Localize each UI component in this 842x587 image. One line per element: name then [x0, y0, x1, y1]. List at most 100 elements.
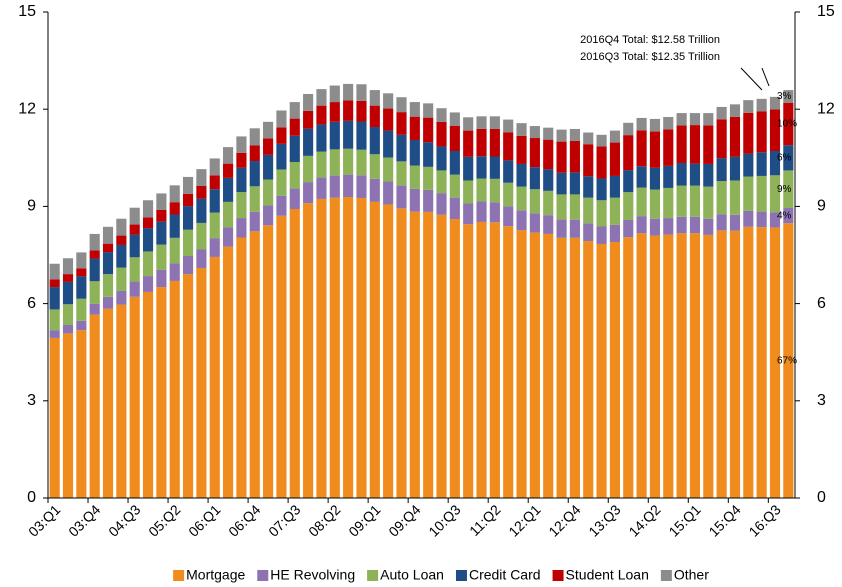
bar-segment	[76, 298, 87, 321]
share-label: 6%	[777, 152, 792, 163]
bar-segment	[543, 169, 554, 191]
bar-segment	[89, 233, 100, 251]
bar-segment	[209, 175, 220, 190]
bar-segment	[209, 212, 220, 239]
bar-segment	[49, 287, 60, 310]
bar-segment	[209, 189, 220, 213]
bar-segment	[436, 214, 447, 498]
y2-tick-label: 3	[817, 392, 826, 409]
bar-segment	[249, 145, 260, 162]
bar-segment	[716, 214, 727, 231]
bar-segment	[769, 150, 781, 176]
bar-segment	[609, 242, 620, 498]
bar-segment	[182, 193, 194, 207]
bar-segment	[236, 218, 247, 238]
bar-segment	[596, 134, 607, 147]
bar-segment	[356, 121, 367, 150]
bar-segment	[369, 105, 380, 128]
bar-segment	[289, 102, 300, 119]
bar-segment	[463, 224, 474, 498]
bar-segment	[729, 156, 741, 181]
bar-segment	[783, 223, 794, 499]
x-tick-label: 04:Q3	[105, 501, 143, 539]
bar-segment	[276, 169, 287, 196]
bar-segment	[196, 222, 207, 250]
bar-segment	[503, 119, 514, 133]
bar-segment	[276, 215, 287, 498]
bar-segment	[716, 230, 727, 498]
bar-segment	[529, 138, 540, 168]
bar-segment	[182, 274, 194, 498]
bar-segment	[102, 243, 114, 253]
bar-segment	[636, 130, 647, 167]
bar-segment	[356, 84, 367, 101]
bar-segment	[142, 291, 154, 498]
bar-segment	[676, 216, 687, 234]
bar-segment	[756, 227, 767, 499]
bar-segment	[489, 222, 500, 498]
bar-segment	[383, 93, 394, 109]
bar-segment	[609, 197, 620, 225]
bar-segment	[89, 250, 100, 259]
bar-segment	[449, 197, 460, 220]
x-tick-label: 13:Q3	[585, 501, 623, 539]
bar-segment	[503, 160, 514, 183]
bar-segment	[743, 226, 754, 498]
legend-label: Mortgage	[186, 567, 245, 583]
bar-segment	[476, 116, 487, 129]
bar-segment	[409, 188, 420, 212]
bar-segment	[289, 162, 300, 189]
bar-segment	[716, 181, 727, 215]
bar-segment	[62, 258, 74, 275]
bar-segment	[129, 207, 140, 225]
bar-segment	[396, 97, 407, 113]
bar-segment	[436, 193, 447, 215]
bar-segment	[543, 139, 554, 170]
bar-segment	[116, 244, 127, 268]
bar-segment	[569, 172, 580, 195]
legend-label: Student Loan	[566, 567, 649, 583]
bar-segment	[663, 129, 674, 166]
x-tick-label: 16:Q3	[745, 501, 783, 539]
bar-segment	[182, 255, 194, 275]
bar-segment	[62, 274, 74, 282]
bar-segment	[156, 269, 167, 288]
bar-segment	[102, 252, 114, 275]
bar-segment	[729, 180, 741, 215]
bar-segment	[329, 85, 340, 103]
bar-segment	[316, 151, 327, 178]
bar-segment	[783, 145, 794, 171]
bar-segment	[289, 135, 300, 163]
x-tick-label: 07:Q3	[265, 501, 303, 539]
bar-segment	[489, 156, 500, 179]
bar-segment	[623, 170, 634, 193]
bar-segment	[209, 238, 220, 257]
bar-segment	[569, 128, 580, 141]
bar-segment	[249, 186, 260, 212]
bar-segment	[383, 157, 394, 182]
bar-segment	[636, 187, 647, 217]
bar-segment	[556, 172, 567, 195]
bar-segment	[329, 121, 340, 150]
legend: Mortgage HE Revolving Auto Loan Credit Card…	[173, 567, 709, 583]
bar-segment	[423, 142, 434, 167]
bar-segment	[583, 132, 594, 145]
bar-segment	[89, 258, 100, 282]
bar-segment	[102, 226, 114, 244]
bar-segment	[343, 197, 354, 498]
bar-segment	[609, 175, 620, 198]
bar-segment	[89, 281, 100, 304]
bar-segment	[529, 167, 540, 190]
bar-segment	[249, 231, 260, 498]
bar-segment	[356, 197, 367, 498]
bar-segment	[223, 201, 234, 228]
bar-segment	[343, 120, 354, 149]
annotation: 2016Q4 Total: $12.58 Trillion	[580, 34, 720, 46]
y2-tick-label: 9	[817, 198, 826, 215]
bar-segment	[649, 167, 661, 190]
bar-segment	[62, 324, 74, 334]
bar-segment	[703, 186, 714, 219]
bar-segment	[569, 194, 580, 220]
bar-segment	[716, 158, 727, 182]
bar-segment	[756, 111, 767, 153]
